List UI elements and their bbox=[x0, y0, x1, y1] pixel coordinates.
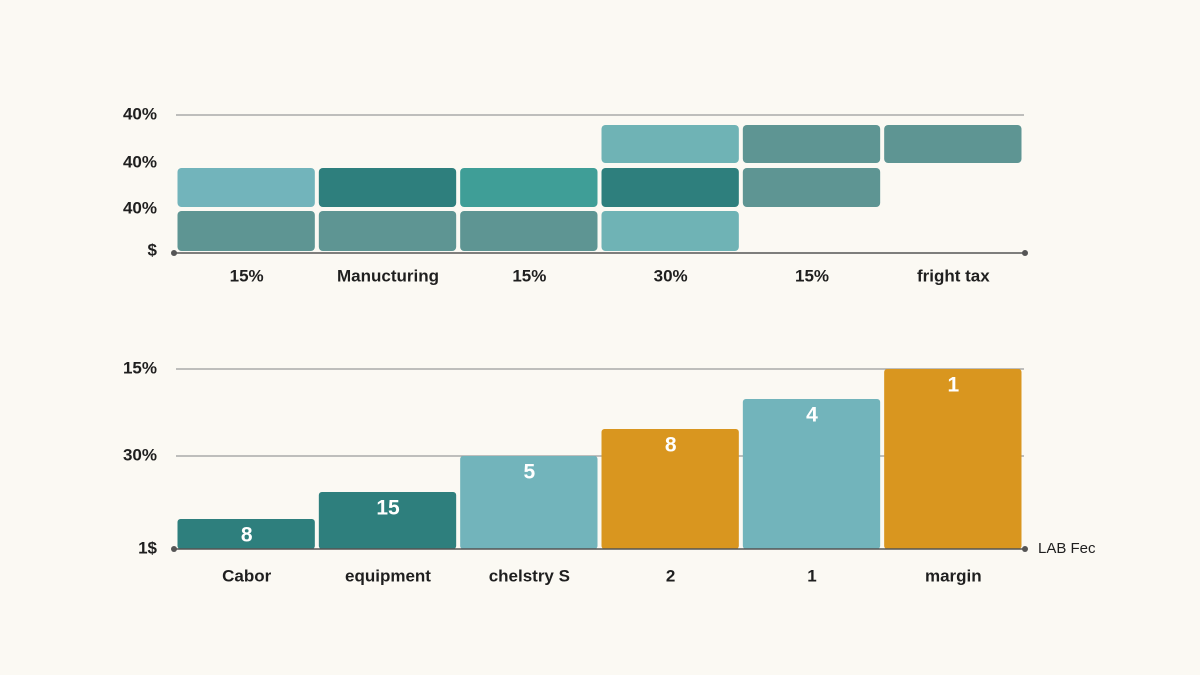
block bbox=[177, 211, 315, 251]
x-tick-label: fright tax bbox=[917, 266, 990, 285]
x-tick-label: 1 bbox=[807, 566, 816, 585]
x-tick-label: 30% bbox=[654, 266, 688, 285]
axis-dot bbox=[1022, 250, 1028, 256]
block bbox=[177, 168, 315, 207]
bar-label: 5 bbox=[523, 461, 535, 484]
y-tick-label: 15% bbox=[123, 358, 157, 377]
bar bbox=[884, 369, 1022, 549]
bar-label: 4 bbox=[806, 404, 818, 427]
block bbox=[601, 125, 739, 163]
x-tick-label: 15% bbox=[795, 266, 829, 285]
block bbox=[318, 211, 457, 251]
bar bbox=[742, 399, 881, 549]
block bbox=[742, 168, 881, 207]
x-tick-label: Manucturing bbox=[337, 266, 439, 285]
block bbox=[460, 211, 598, 251]
x-tick-label: Cabor bbox=[222, 566, 272, 585]
x-tick-label: 15% bbox=[512, 266, 546, 285]
bar bbox=[318, 492, 457, 549]
bar-label: 1 bbox=[947, 374, 959, 397]
block bbox=[460, 168, 598, 207]
bar bbox=[601, 429, 739, 549]
x-tick-label: margin bbox=[925, 566, 982, 585]
x-tick-label: chelstry S bbox=[489, 566, 570, 585]
x-axis-label: LAB Fec bbox=[1038, 540, 1096, 557]
bar-label: 8 bbox=[241, 524, 253, 547]
axis-dot bbox=[171, 250, 177, 256]
x-tick-label: 15% bbox=[230, 266, 264, 285]
x-tick-label: equipment bbox=[345, 566, 431, 585]
block bbox=[318, 168, 457, 207]
y-tick-label: 1$ bbox=[138, 538, 157, 557]
row-label: 40% bbox=[123, 198, 157, 217]
axis-dot bbox=[1022, 546, 1028, 552]
y-tick-label: 30% bbox=[123, 445, 157, 464]
bar bbox=[177, 519, 315, 549]
row-label: 40% bbox=[123, 152, 157, 171]
row-label: 40% bbox=[123, 104, 157, 123]
block bbox=[601, 168, 739, 207]
block bbox=[601, 211, 739, 251]
row-label: $ bbox=[148, 240, 158, 259]
bar bbox=[460, 456, 598, 549]
block bbox=[884, 125, 1022, 163]
x-tick-label: 2 bbox=[666, 566, 675, 585]
axis-dot bbox=[171, 546, 177, 552]
bar-label: 15 bbox=[376, 497, 400, 520]
block bbox=[742, 125, 881, 163]
bar-label: 8 bbox=[665, 434, 677, 457]
